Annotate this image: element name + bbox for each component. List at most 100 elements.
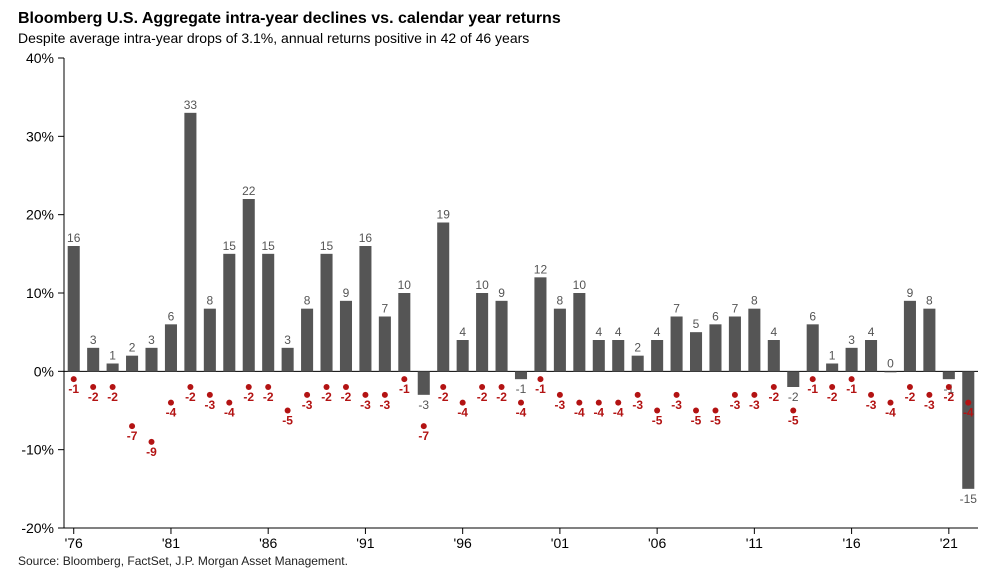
bar-value-label: 10	[398, 278, 412, 292]
chart-title: Bloomberg U.S. Aggregate intra-year decl…	[18, 10, 986, 28]
bar	[262, 254, 274, 371]
bar	[923, 309, 935, 372]
decline-value-label: -5	[710, 414, 721, 428]
decline-value-label: -2	[185, 390, 196, 404]
bar-value-label: 3	[148, 333, 155, 347]
x-tick-label: '16	[842, 535, 860, 550]
y-tick-label: 0%	[34, 363, 54, 379]
bar-value-label: 16	[359, 231, 373, 245]
bar-value-label: 9	[343, 286, 350, 300]
y-tick-label: -10%	[21, 442, 54, 458]
decline-value-label: -5	[652, 414, 663, 428]
bar	[301, 309, 313, 372]
decline-value-label: -4	[516, 406, 527, 420]
bar	[748, 309, 760, 372]
bar	[709, 324, 721, 371]
decline-value-label: -2	[107, 390, 118, 404]
bar-value-label: 15	[223, 239, 237, 253]
decline-value-label: -4	[224, 406, 235, 420]
decline-value-label: -1	[846, 382, 857, 396]
bar-value-label: 5	[693, 317, 700, 331]
x-tick-label: '11	[746, 535, 763, 550]
bar	[457, 340, 469, 371]
decline-value-label: -2	[243, 390, 254, 404]
bar-value-label: 6	[809, 309, 816, 323]
x-tick-label: '96	[454, 535, 472, 550]
bar-value-label: 6	[712, 309, 719, 323]
x-tick-label: '86	[259, 535, 277, 550]
bar-value-label: -15	[960, 492, 978, 506]
decline-value-label: -1	[68, 382, 79, 396]
y-tick-label: 40%	[26, 50, 54, 66]
bar-value-label: 33	[184, 98, 198, 112]
decline-value-label: -4	[457, 406, 468, 420]
bar	[573, 293, 585, 371]
bar-value-label: 10	[475, 278, 489, 292]
bar	[904, 301, 916, 372]
bar	[437, 223, 449, 372]
bar	[496, 301, 508, 372]
bar	[282, 348, 294, 372]
decline-value-label: -2	[341, 390, 352, 404]
chart-svg: -20%-10%0%10%20%30%40%'76'81'86'91'96'01…	[18, 48, 986, 550]
bar	[671, 317, 683, 372]
bar	[145, 348, 157, 372]
decline-value-label: -2	[905, 390, 916, 404]
bar	[593, 340, 605, 371]
chart-subtitle: Despite average intra-year drops of 3.1%…	[18, 30, 986, 46]
bar	[398, 293, 410, 371]
bar	[418, 371, 430, 395]
x-tick-label: '91	[356, 535, 374, 550]
bar-value-label: 0	[887, 356, 894, 370]
chart-area: -20%-10%0%10%20%30%40%'76'81'86'91'96'01…	[18, 48, 986, 550]
bar	[165, 324, 177, 371]
decline-value-label: -3	[360, 398, 371, 412]
bar-value-label: 8	[304, 294, 311, 308]
decline-value-label: -4	[963, 406, 974, 420]
bar-value-label: 16	[67, 231, 81, 245]
bar-value-label: 22	[242, 184, 256, 198]
bar	[243, 199, 255, 371]
decline-value-label: -7	[418, 429, 429, 443]
bar	[943, 371, 955, 379]
bar	[379, 317, 391, 372]
x-tick-label: '01	[551, 535, 569, 550]
bar-value-label: 8	[751, 294, 758, 308]
decline-value-label: -3	[205, 398, 216, 412]
decline-value-label: -4	[574, 406, 585, 420]
bar-value-label: 4	[770, 325, 777, 339]
decline-value-label: -2	[88, 390, 99, 404]
bar	[107, 364, 119, 372]
bar-value-label: -3	[418, 398, 429, 412]
decline-value-label: -2	[943, 390, 954, 404]
bar-value-label: 2	[129, 341, 136, 355]
y-tick-label: 20%	[26, 207, 54, 223]
bar	[534, 277, 546, 371]
bar-value-label: 2	[634, 341, 641, 355]
decline-value-label: -3	[380, 398, 391, 412]
bar-value-label: 7	[382, 302, 389, 316]
bar	[807, 324, 819, 371]
decline-value-label: -2	[496, 390, 507, 404]
bar	[204, 309, 216, 372]
bar-value-label: 4	[595, 325, 602, 339]
decline-value-label: -2	[321, 390, 332, 404]
decline-value-label: -3	[866, 398, 877, 412]
x-tick-label: '81	[162, 535, 180, 550]
decline-value-label: -5	[282, 414, 293, 428]
decline-value-label: -2	[827, 390, 838, 404]
decline-value-label: -2	[768, 390, 779, 404]
bar-value-label: 1	[829, 349, 836, 363]
bar	[515, 371, 527, 379]
bar-value-label: 4	[868, 325, 875, 339]
bar-value-label: 12	[534, 262, 548, 276]
decline-value-label: -4	[613, 406, 624, 420]
bar	[68, 246, 80, 371]
decline-value-label: -5	[691, 414, 702, 428]
bar	[554, 309, 566, 372]
bar	[884, 371, 896, 372]
bar-value-label: 8	[926, 294, 933, 308]
x-tick-label: '76	[65, 535, 83, 550]
y-tick-label: 30%	[26, 128, 54, 144]
decline-value-label: -4	[885, 406, 896, 420]
